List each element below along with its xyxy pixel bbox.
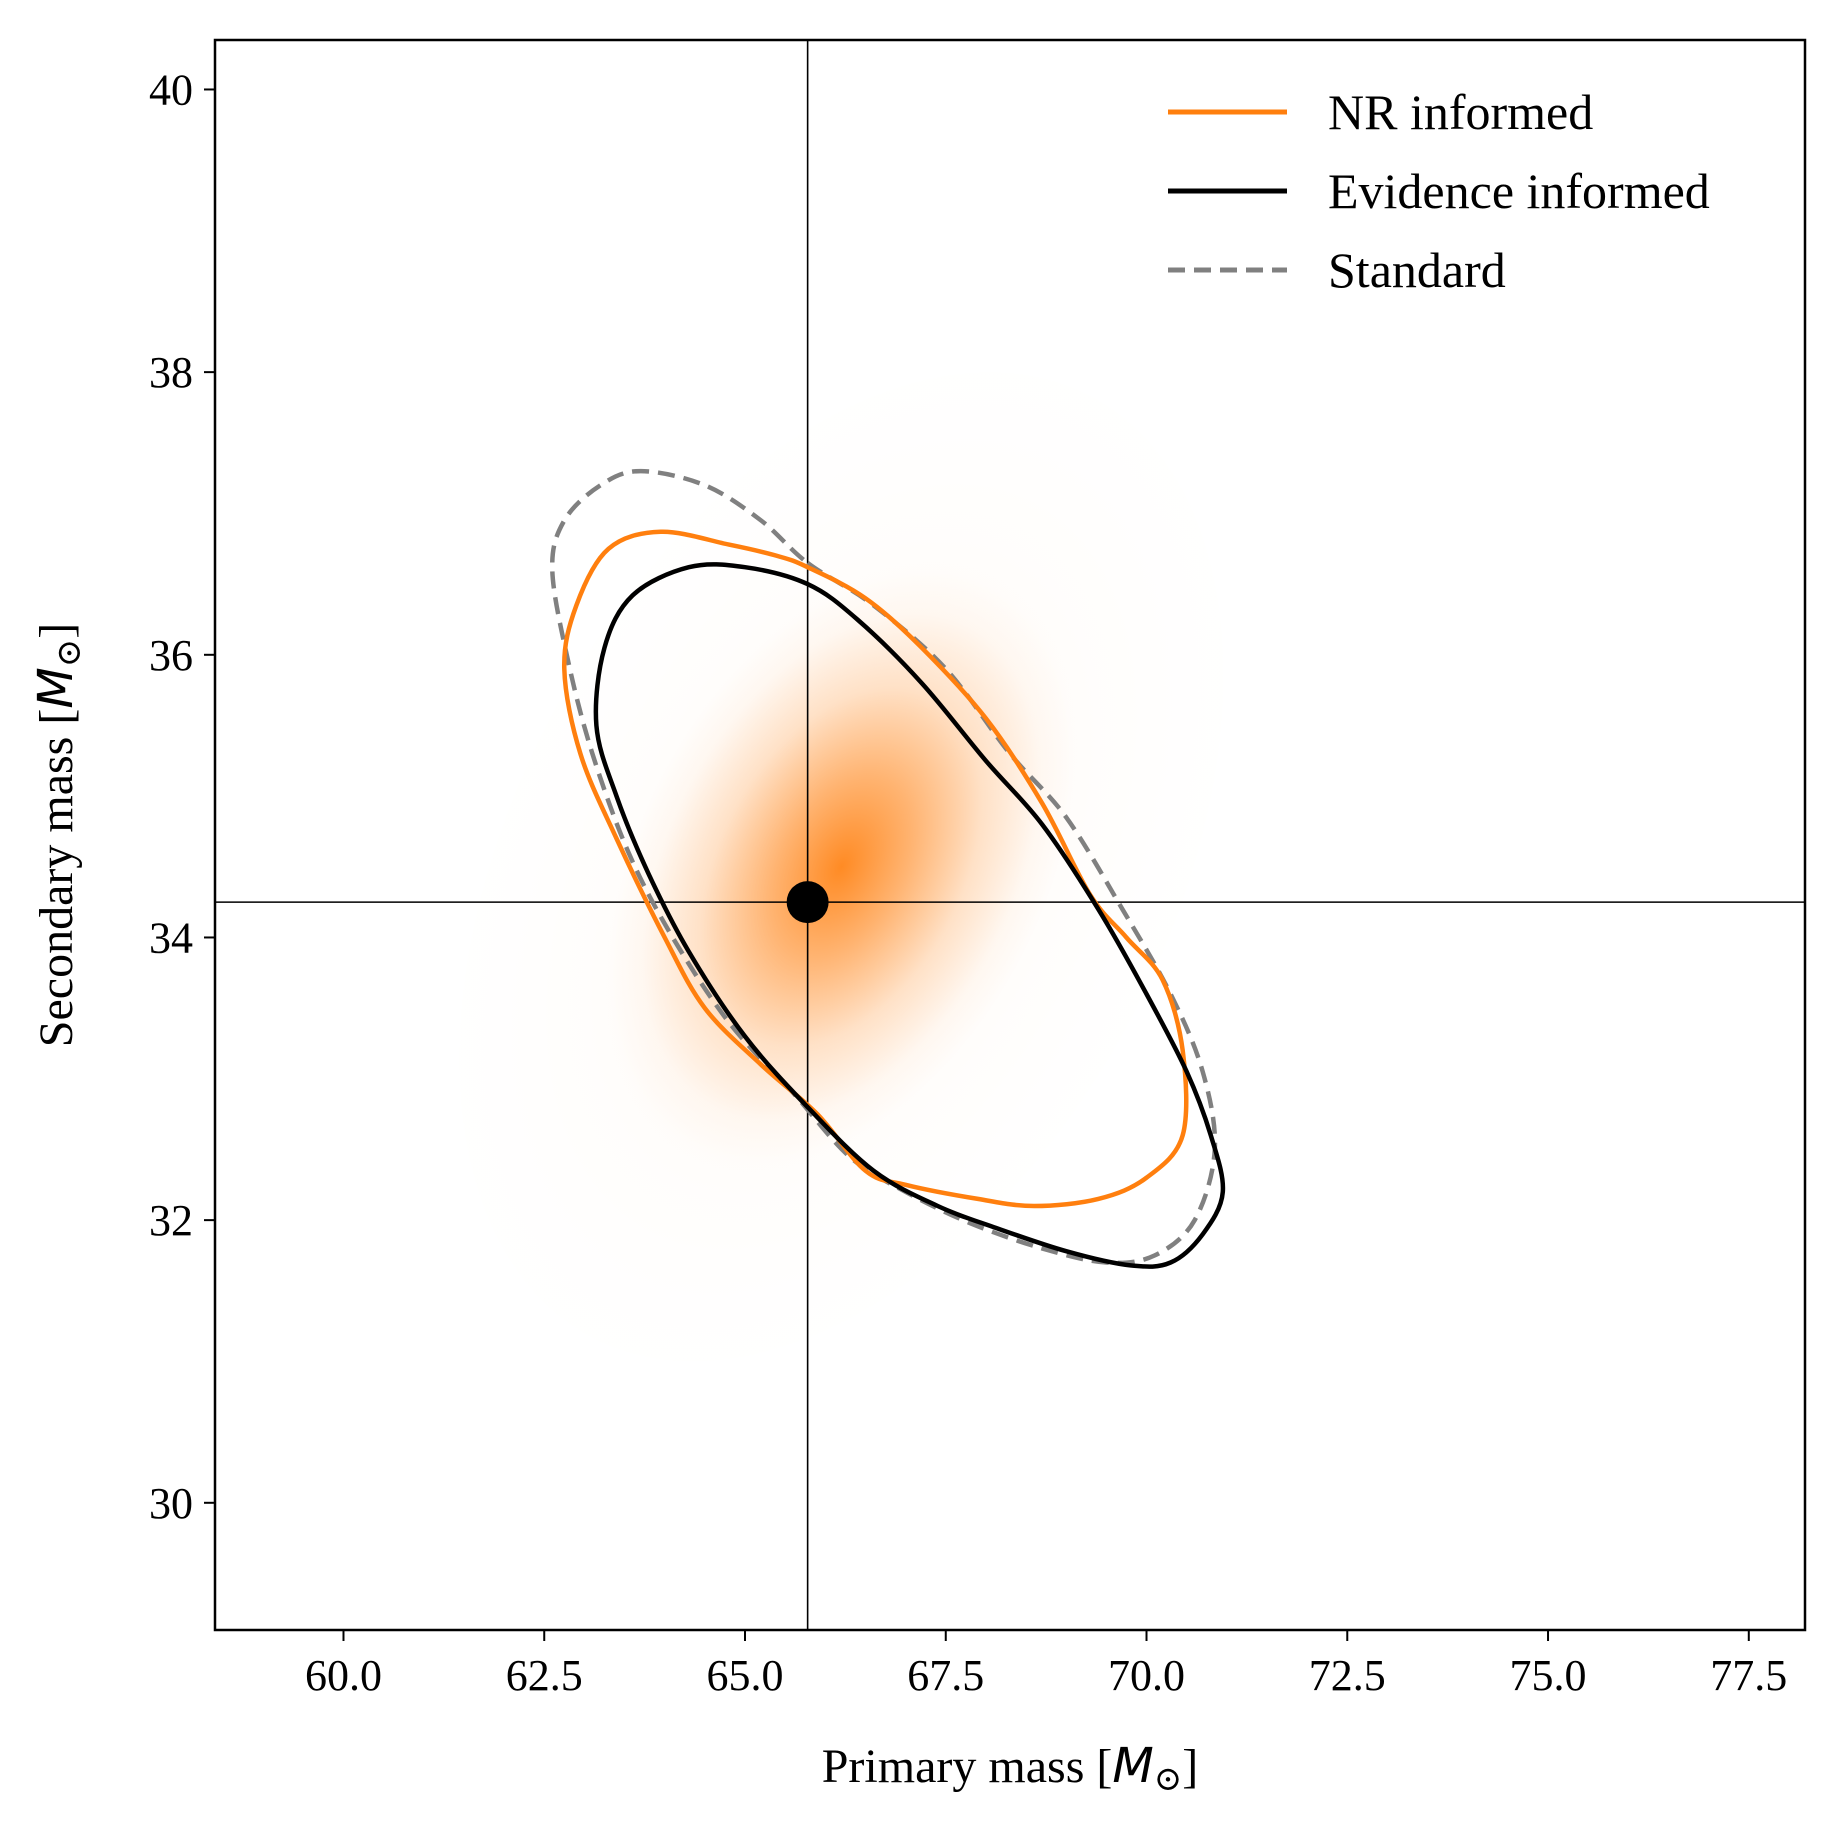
- y-tick-label: 30: [149, 1479, 193, 1528]
- y-tick-label: 40: [149, 65, 193, 114]
- legend: NR informed Evidence informed Standard: [1168, 84, 1710, 298]
- y-tick-label: 34: [149, 913, 193, 962]
- x-tick-label: 65.0: [707, 1651, 784, 1700]
- x-tick-label: 75.0: [1510, 1651, 1587, 1700]
- y-tick-label: 36: [149, 631, 193, 680]
- legend-label: Evidence informed: [1328, 163, 1710, 219]
- x-axis: 60.0 62.5 65.0 67.5 70.0 72.5 75.0 77.5: [305, 1630, 1787, 1700]
- x-axis-label: Primary mass [M⊙]: [822, 1738, 1199, 1798]
- legend-label: NR informed: [1328, 84, 1593, 140]
- y-axis: 30 32 34 36 38 40: [149, 65, 215, 1528]
- x-tick-label: 77.5: [1710, 1651, 1787, 1700]
- x-tick-label: 60.0: [305, 1651, 382, 1700]
- x-tick-label: 62.5: [506, 1651, 583, 1700]
- plot-area: [215, 40, 1805, 1630]
- x-tick-label: 70.0: [1108, 1651, 1185, 1700]
- y-tick-label: 38: [149, 348, 193, 397]
- marker-point: [786, 881, 829, 924]
- contour-evidence-informed: [593, 562, 1226, 1269]
- x-tick-label: 72.5: [1309, 1651, 1386, 1700]
- y-axis-label: Secondary mass [M⊙]: [28, 623, 88, 1047]
- y-tick-label: 32: [149, 1196, 193, 1245]
- x-tick-label: 67.5: [907, 1651, 984, 1700]
- plot-frame: [213, 38, 1807, 1632]
- legend-label: Standard: [1328, 242, 1506, 298]
- contour-nr-informed: [562, 529, 1189, 1209]
